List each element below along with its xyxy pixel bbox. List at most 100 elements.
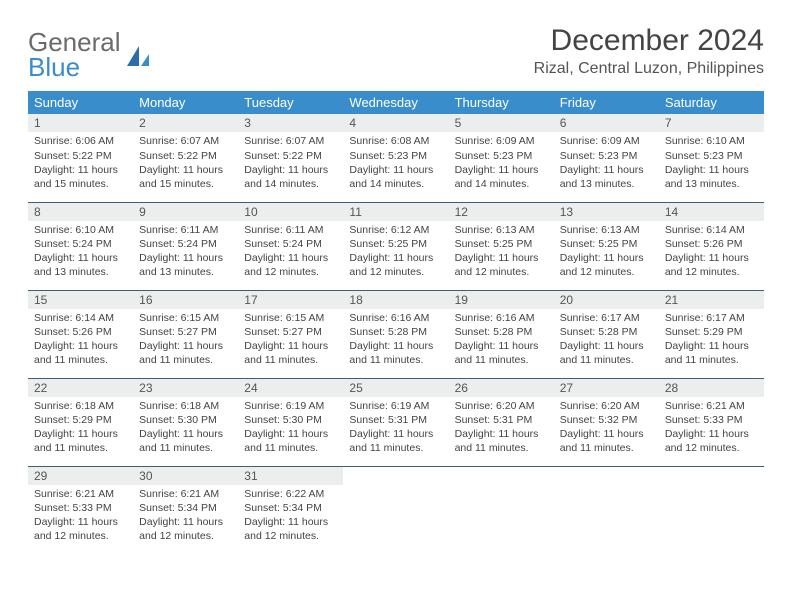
weekday-header: Monday <box>133 91 238 114</box>
calendar-cell: 27Sunrise: 6:20 AMSunset: 5:32 PMDayligh… <box>554 378 659 466</box>
calendar-cell: 22Sunrise: 6:18 AMSunset: 5:29 PMDayligh… <box>28 378 133 466</box>
calendar-cell: 31Sunrise: 6:22 AMSunset: 5:34 PMDayligh… <box>238 466 343 554</box>
logo-line2: Blue <box>28 52 80 82</box>
calendar-cell: 8Sunrise: 6:10 AMSunset: 5:24 PMDaylight… <box>28 202 133 290</box>
day-number: 27 <box>554 379 659 397</box>
day-info: Sunrise: 6:19 AMSunset: 5:30 PMDaylight:… <box>238 397 343 460</box>
day-number: 18 <box>343 291 448 309</box>
day-info: Sunrise: 6:12 AMSunset: 5:25 PMDaylight:… <box>343 221 448 284</box>
calendar-cell: 13Sunrise: 6:13 AMSunset: 5:25 PMDayligh… <box>554 202 659 290</box>
day-info: Sunrise: 6:21 AMSunset: 5:34 PMDaylight:… <box>133 485 238 548</box>
calendar-cell: 17Sunrise: 6:15 AMSunset: 5:27 PMDayligh… <box>238 290 343 378</box>
day-info: Sunrise: 6:11 AMSunset: 5:24 PMDaylight:… <box>238 221 343 284</box>
day-info: Sunrise: 6:17 AMSunset: 5:28 PMDaylight:… <box>554 309 659 372</box>
weekday-header: Thursday <box>449 91 554 114</box>
day-number: 12 <box>449 203 554 221</box>
day-info: Sunrise: 6:09 AMSunset: 5:23 PMDaylight:… <box>554 132 659 195</box>
logo-text: General Blue <box>28 30 121 79</box>
day-number: 22 <box>28 379 133 397</box>
day-number: 1 <box>28 114 133 132</box>
day-number: 17 <box>238 291 343 309</box>
calendar-table: Sunday Monday Tuesday Wednesday Thursday… <box>28 91 764 554</box>
day-info: Sunrise: 6:07 AMSunset: 5:22 PMDaylight:… <box>133 132 238 195</box>
day-number: 9 <box>133 203 238 221</box>
calendar-row: 29Sunrise: 6:21 AMSunset: 5:33 PMDayligh… <box>28 466 764 554</box>
calendar-row: 15Sunrise: 6:14 AMSunset: 5:26 PMDayligh… <box>28 290 764 378</box>
day-info: Sunrise: 6:13 AMSunset: 5:25 PMDaylight:… <box>554 221 659 284</box>
day-number: 3 <box>238 114 343 132</box>
calendar-cell: 1Sunrise: 6:06 AMSunset: 5:22 PMDaylight… <box>28 114 133 202</box>
day-number: 21 <box>659 291 764 309</box>
day-number: 13 <box>554 203 659 221</box>
day-info: Sunrise: 6:07 AMSunset: 5:22 PMDaylight:… <box>238 132 343 195</box>
day-number: 4 <box>343 114 448 132</box>
calendar-cell: 11Sunrise: 6:12 AMSunset: 5:25 PMDayligh… <box>343 202 448 290</box>
calendar-cell: 10Sunrise: 6:11 AMSunset: 5:24 PMDayligh… <box>238 202 343 290</box>
calendar-cell: 29Sunrise: 6:21 AMSunset: 5:33 PMDayligh… <box>28 466 133 554</box>
day-number: 15 <box>28 291 133 309</box>
weekday-header-row: Sunday Monday Tuesday Wednesday Thursday… <box>28 91 764 114</box>
calendar-cell: 26Sunrise: 6:20 AMSunset: 5:31 PMDayligh… <box>449 378 554 466</box>
weekday-header: Saturday <box>659 91 764 114</box>
day-info: Sunrise: 6:14 AMSunset: 5:26 PMDaylight:… <box>659 221 764 284</box>
day-info: Sunrise: 6:17 AMSunset: 5:29 PMDaylight:… <box>659 309 764 372</box>
day-number: 14 <box>659 203 764 221</box>
calendar-row: 1Sunrise: 6:06 AMSunset: 5:22 PMDaylight… <box>28 114 764 202</box>
calendar-cell <box>449 466 554 554</box>
day-info: Sunrise: 6:21 AMSunset: 5:33 PMDaylight:… <box>659 397 764 460</box>
day-number: 20 <box>554 291 659 309</box>
calendar-cell: 3Sunrise: 6:07 AMSunset: 5:22 PMDaylight… <box>238 114 343 202</box>
calendar-cell: 28Sunrise: 6:21 AMSunset: 5:33 PMDayligh… <box>659 378 764 466</box>
calendar-cell: 9Sunrise: 6:11 AMSunset: 5:24 PMDaylight… <box>133 202 238 290</box>
day-info: Sunrise: 6:18 AMSunset: 5:30 PMDaylight:… <box>133 397 238 460</box>
calendar-cell: 2Sunrise: 6:07 AMSunset: 5:22 PMDaylight… <box>133 114 238 202</box>
day-info: Sunrise: 6:21 AMSunset: 5:33 PMDaylight:… <box>28 485 133 548</box>
calendar-cell: 5Sunrise: 6:09 AMSunset: 5:23 PMDaylight… <box>449 114 554 202</box>
calendar-row: 22Sunrise: 6:18 AMSunset: 5:29 PMDayligh… <box>28 378 764 466</box>
day-number: 5 <box>449 114 554 132</box>
day-info: Sunrise: 6:15 AMSunset: 5:27 PMDaylight:… <box>133 309 238 372</box>
day-number: 28 <box>659 379 764 397</box>
day-info: Sunrise: 6:11 AMSunset: 5:24 PMDaylight:… <box>133 221 238 284</box>
day-info: Sunrise: 6:15 AMSunset: 5:27 PMDaylight:… <box>238 309 343 372</box>
calendar-cell <box>554 466 659 554</box>
calendar-cell: 30Sunrise: 6:21 AMSunset: 5:34 PMDayligh… <box>133 466 238 554</box>
month-title: December 2024 <box>534 24 764 58</box>
day-info: Sunrise: 6:22 AMSunset: 5:34 PMDaylight:… <box>238 485 343 548</box>
day-info: Sunrise: 6:16 AMSunset: 5:28 PMDaylight:… <box>449 309 554 372</box>
weekday-header: Friday <box>554 91 659 114</box>
day-info: Sunrise: 6:18 AMSunset: 5:29 PMDaylight:… <box>28 397 133 460</box>
calendar-row: 8Sunrise: 6:10 AMSunset: 5:24 PMDaylight… <box>28 202 764 290</box>
day-info: Sunrise: 6:09 AMSunset: 5:23 PMDaylight:… <box>449 132 554 195</box>
day-number: 2 <box>133 114 238 132</box>
weekday-header: Wednesday <box>343 91 448 114</box>
day-number: 31 <box>238 467 343 485</box>
day-number: 25 <box>343 379 448 397</box>
logo: General Blue <box>28 30 151 79</box>
calendar-cell <box>659 466 764 554</box>
calendar-cell <box>343 466 448 554</box>
day-info: Sunrise: 6:13 AMSunset: 5:25 PMDaylight:… <box>449 221 554 284</box>
day-number: 10 <box>238 203 343 221</box>
day-number: 23 <box>133 379 238 397</box>
calendar-cell: 16Sunrise: 6:15 AMSunset: 5:27 PMDayligh… <box>133 290 238 378</box>
page-header: General Blue December 2024 Rizal, Centra… <box>28 24 764 79</box>
calendar-cell: 25Sunrise: 6:19 AMSunset: 5:31 PMDayligh… <box>343 378 448 466</box>
calendar-cell: 20Sunrise: 6:17 AMSunset: 5:28 PMDayligh… <box>554 290 659 378</box>
day-info: Sunrise: 6:08 AMSunset: 5:23 PMDaylight:… <box>343 132 448 195</box>
calendar-cell: 6Sunrise: 6:09 AMSunset: 5:23 PMDaylight… <box>554 114 659 202</box>
day-info: Sunrise: 6:10 AMSunset: 5:24 PMDaylight:… <box>28 221 133 284</box>
logo-sail-icon <box>125 44 151 68</box>
day-number: 16 <box>133 291 238 309</box>
day-number: 8 <box>28 203 133 221</box>
day-info: Sunrise: 6:20 AMSunset: 5:32 PMDaylight:… <box>554 397 659 460</box>
day-number: 30 <box>133 467 238 485</box>
calendar-cell: 21Sunrise: 6:17 AMSunset: 5:29 PMDayligh… <box>659 290 764 378</box>
weekday-header: Sunday <box>28 91 133 114</box>
weekday-header: Tuesday <box>238 91 343 114</box>
day-number: 19 <box>449 291 554 309</box>
calendar-cell: 14Sunrise: 6:14 AMSunset: 5:26 PMDayligh… <box>659 202 764 290</box>
title-block: December 2024 Rizal, Central Luzon, Phil… <box>534 24 764 78</box>
calendar-cell: 12Sunrise: 6:13 AMSunset: 5:25 PMDayligh… <box>449 202 554 290</box>
day-number: 29 <box>28 467 133 485</box>
